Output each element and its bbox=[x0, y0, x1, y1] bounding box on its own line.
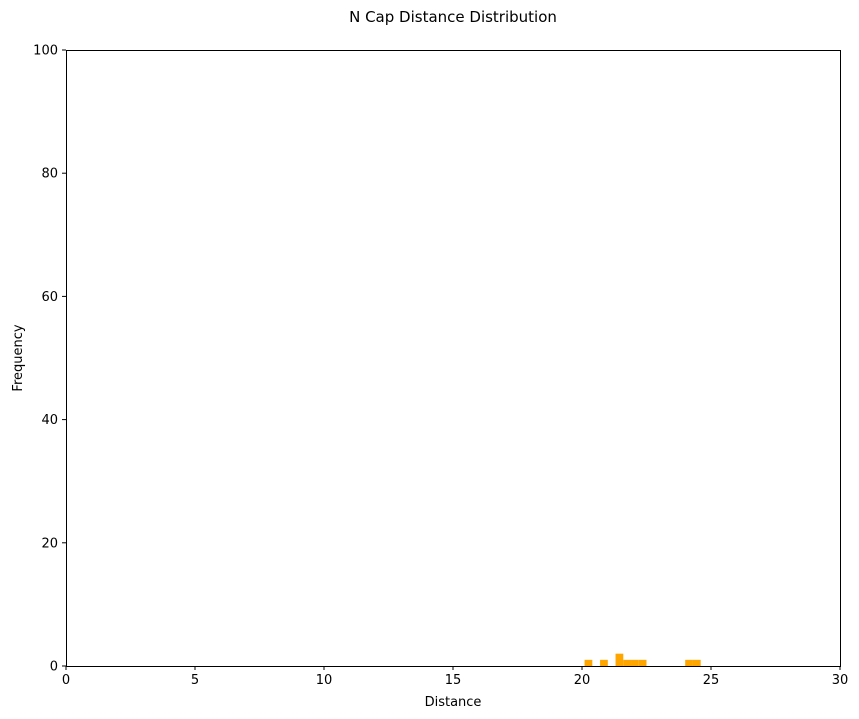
y-axis-label: Frequency bbox=[11, 324, 26, 391]
y-tick-label: 60 bbox=[41, 290, 58, 305]
histogram-bar bbox=[685, 659, 693, 666]
histogram-bar bbox=[692, 659, 701, 666]
x-axis-ticks: 0 5 10 15 20 25 30 bbox=[62, 666, 848, 688]
x-tick-label: 30 bbox=[832, 673, 849, 688]
plot-frame bbox=[66, 50, 841, 667]
bars-group bbox=[584, 653, 701, 666]
x-axis-label: Distance bbox=[425, 695, 482, 710]
histogram-bar bbox=[600, 659, 608, 666]
histogram-bar bbox=[631, 659, 639, 666]
y-axis-ticks: 0 20 40 60 80 100 bbox=[33, 44, 66, 675]
histogram-bar bbox=[638, 659, 647, 666]
x-tick-label: 20 bbox=[574, 673, 591, 688]
histogram-bar bbox=[584, 659, 593, 666]
y-tick-label: 0 bbox=[50, 660, 58, 675]
x-tick-label: 10 bbox=[316, 673, 333, 688]
y-tick-label: 80 bbox=[41, 167, 58, 182]
chart-title: N Cap Distance Distribution bbox=[349, 8, 557, 26]
histogram-bar bbox=[615, 653, 624, 666]
x-tick-label: 25 bbox=[703, 673, 720, 688]
x-tick-label: 15 bbox=[445, 673, 462, 688]
y-tick-label: 100 bbox=[33, 44, 58, 59]
x-tick-label: 5 bbox=[191, 673, 199, 688]
x-tick-label: 0 bbox=[62, 673, 70, 688]
y-tick-label: 40 bbox=[41, 413, 58, 428]
y-tick-label: 20 bbox=[41, 536, 58, 551]
histogram-bar bbox=[623, 659, 632, 666]
